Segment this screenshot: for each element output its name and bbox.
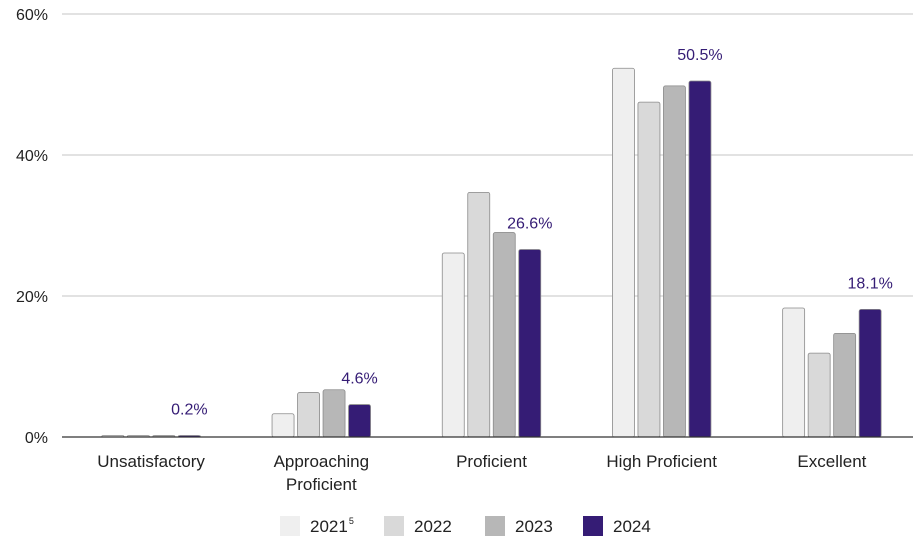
bars	[101, 67, 882, 438]
bar-2023-1	[322, 389, 346, 438]
legend-swatch-2024	[583, 516, 603, 536]
data-labels: 0.2% 4.6% 26.6% 50.5% 18.1%	[171, 47, 893, 419]
legend: 2021 5 2022 2023 2024	[280, 516, 651, 536]
category-label: High Proficient	[606, 452, 717, 471]
bar-2022-4	[807, 352, 831, 438]
bar-2021-4	[782, 307, 806, 438]
bar-2022-1	[297, 392, 320, 438]
data-label: 0.2%	[171, 402, 207, 419]
data-label: 4.6%	[341, 371, 377, 388]
bar-2024-1	[348, 404, 371, 438]
legend-swatch-2022	[384, 516, 404, 536]
data-label: 26.6%	[507, 215, 552, 232]
bar-2022-2	[467, 191, 491, 438]
bar-2024-3	[688, 80, 712, 438]
category-label: Proficient	[286, 475, 357, 494]
y-tick-label: 0%	[25, 430, 48, 447]
category-label: Proficient	[456, 452, 527, 471]
y-tick-label: 60%	[16, 7, 48, 24]
category-label: Unsatisfactory	[97, 452, 205, 471]
y-tick-label: 40%	[16, 148, 48, 165]
bar-2022-3	[637, 101, 661, 438]
legend-label: 2023	[515, 517, 553, 536]
legend-swatch-2023	[485, 516, 505, 536]
bar-2023-4	[833, 332, 857, 438]
bar-2021-3	[612, 67, 635, 438]
y-tick-label: 20%	[16, 289, 48, 306]
data-label: 50.5%	[677, 47, 722, 64]
bar-2023-2	[492, 232, 516, 438]
category-label: Excellent	[797, 452, 866, 471]
legend-label: 2022	[414, 517, 452, 536]
bar-2024-2	[518, 249, 542, 438]
bar-2023-3	[663, 85, 686, 438]
data-label: 18.1%	[847, 275, 892, 292]
legend-label: 2021	[310, 517, 348, 536]
bar-2024-4	[858, 308, 882, 438]
bar-2021-1	[271, 413, 295, 438]
legend-swatch-2021	[280, 516, 300, 536]
y-axis-ticks: 0% 20% 40% 60%	[16, 7, 48, 447]
legend-footnote-marker: 5	[349, 516, 354, 526]
category-label: Approaching	[274, 452, 369, 471]
x-axis-categories: Unsatisfactory Approaching Proficient Profi…	[97, 452, 866, 494]
legend-label: 2024	[613, 517, 651, 536]
bar-2021-2	[441, 252, 465, 438]
